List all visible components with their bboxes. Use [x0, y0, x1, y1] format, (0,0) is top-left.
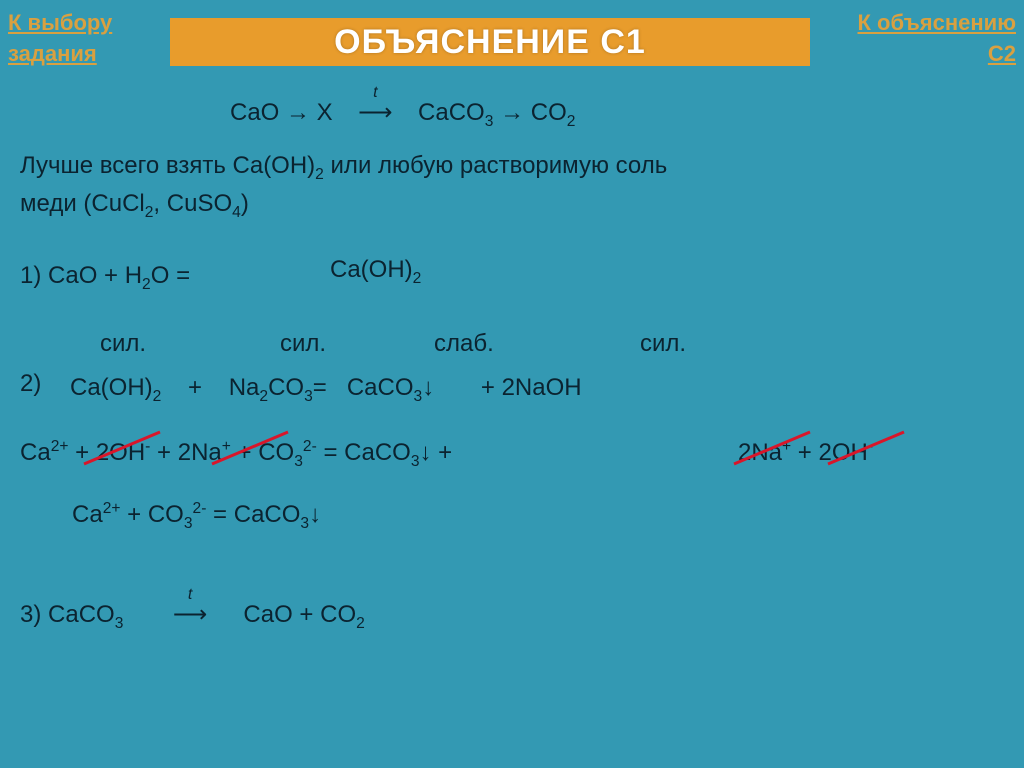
title-bar: ОБЪЯСНЕНИЕ С1	[170, 18, 810, 66]
nav-left-l2: задания	[8, 41, 97, 66]
label-sil-3: сил.	[640, 330, 686, 358]
eq1-rhs: Ca(OH)2	[330, 256, 421, 288]
intro-l2: меди (CuCl2, CuSO4)	[20, 190, 249, 222]
chain-seg3: → CO	[500, 99, 567, 126]
nav-left-l1: К выбору	[8, 10, 112, 35]
ionic1-rhs: 2Na+ + 2OH-	[738, 438, 873, 467]
label-sil-2: сил.	[280, 330, 326, 358]
chain-seg2: CaCO	[418, 99, 485, 126]
eq2: Ca(OH)2 + Na2CO3= CaCO3↓ + 2NaOH	[70, 374, 582, 406]
eq1: 1) CaO + H2O =	[20, 262, 190, 294]
label-sil-1: сил.	[100, 330, 146, 358]
arrow-icon: ⟶	[358, 99, 392, 126]
nav-left-link[interactable]: К выбору задания	[8, 8, 112, 70]
chain-seg1: CaO → X	[230, 99, 333, 126]
eq3-t: t	[150, 586, 230, 604]
title-text: ОБЪЯСНЕНИЕ С1	[334, 23, 646, 62]
label-slab: слаб.	[434, 330, 494, 358]
nav-right-link[interactable]: К объяснению С2	[857, 8, 1016, 70]
eq2-num: 2)	[20, 370, 41, 398]
ionic1: Ca2+ + 2OH- + 2Na+ + CO32- = CaCO3↓ +	[20, 438, 452, 471]
chain-seg3-sub: 2	[567, 113, 576, 130]
nav-right-l2: С2	[988, 41, 1016, 66]
eq3: 3) CaCO3 t ⟶ CaO + CO2	[20, 600, 365, 633]
nav-right-l1: К объяснению	[857, 10, 1016, 35]
intro-l1: Лучше всего взять Ca(OH)2 или любую раст…	[20, 152, 667, 184]
chain-t: t	[339, 84, 411, 102]
ionic2: Ca2+ + CO32- = CaCO3↓	[72, 500, 321, 533]
arrow-icon: ⟶	[173, 601, 207, 628]
chain: CaO → X t ⟶ CaCO3 → CO2	[230, 98, 575, 131]
chain-seg2-sub: 3	[485, 113, 494, 130]
